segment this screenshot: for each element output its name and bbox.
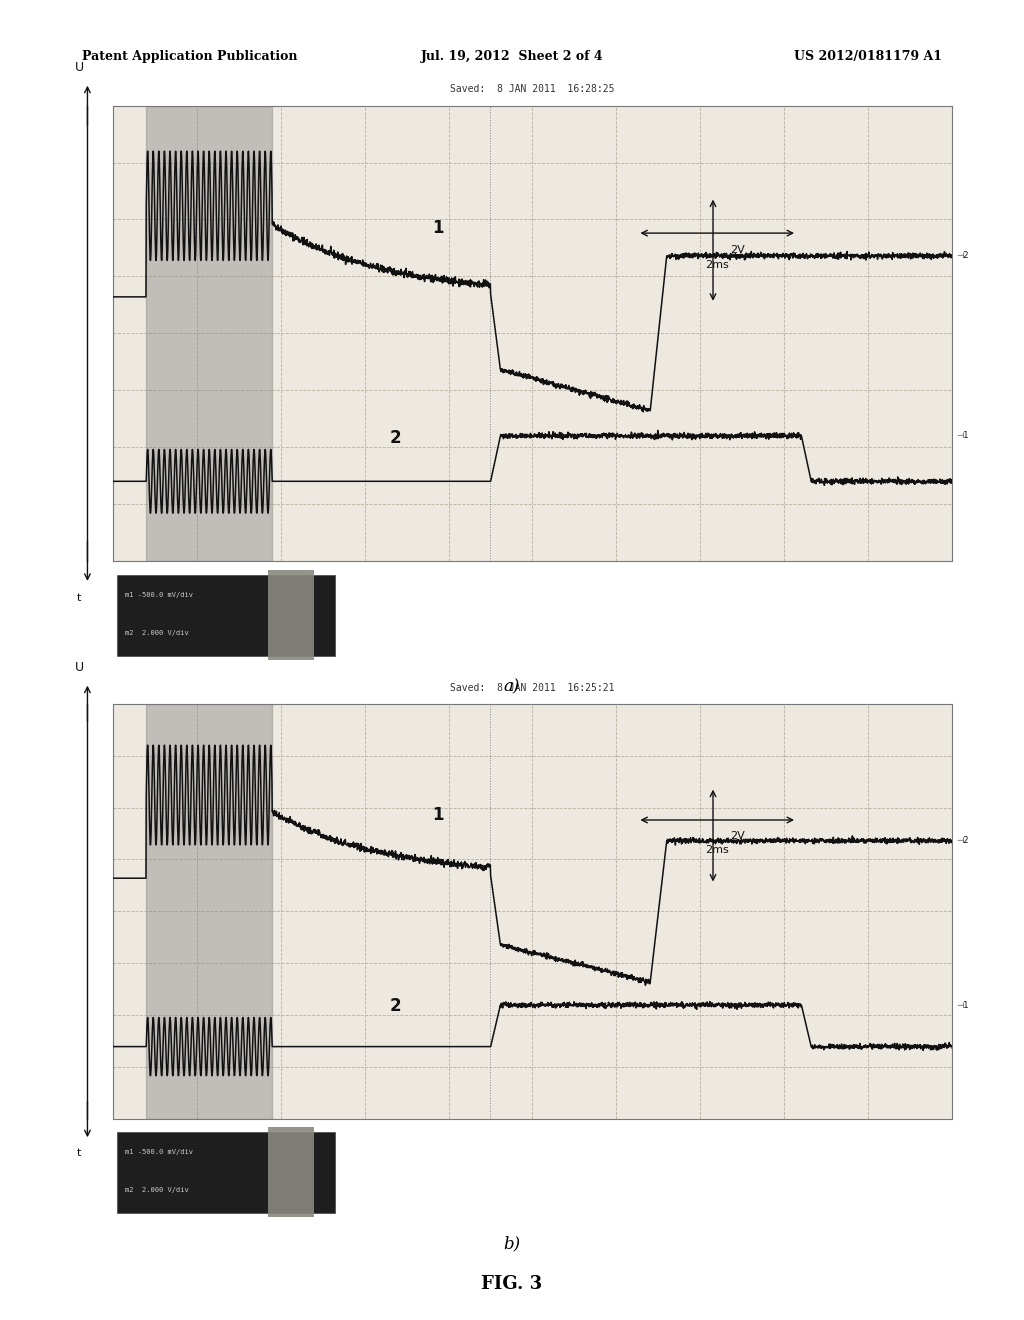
- Text: 2ms: 2ms: [706, 845, 729, 855]
- Text: US 2012/0181179 A1: US 2012/0181179 A1: [794, 50, 942, 63]
- Text: 2V: 2V: [730, 830, 744, 841]
- Text: a): a): [504, 678, 520, 696]
- Bar: [146, 704, 272, 1119]
- Text: m2  2.000 V/div: m2 2.000 V/div: [125, 630, 189, 636]
- Text: Saved:  8 JAN 2011  16:28:25: Saved: 8 JAN 2011 16:28:25: [451, 84, 614, 94]
- Text: ⊣1: ⊣1: [956, 1001, 969, 1010]
- Text: ⊣1: ⊣1: [956, 432, 969, 441]
- Text: 2ms: 2ms: [706, 260, 729, 271]
- FancyBboxPatch shape: [268, 1127, 314, 1217]
- Text: 1: 1: [432, 219, 443, 238]
- Text: U: U: [75, 61, 84, 74]
- Text: Saved:  8 JAN 2011  16:25:21: Saved: 8 JAN 2011 16:25:21: [451, 684, 614, 693]
- Text: m2  2.000 V/div: m2 2.000 V/div: [125, 1187, 189, 1193]
- Text: 1: 1: [432, 807, 443, 824]
- Text: m1 -500.0 mV/div: m1 -500.0 mV/div: [125, 1150, 194, 1155]
- Text: Jul. 19, 2012  Sheet 2 of 4: Jul. 19, 2012 Sheet 2 of 4: [421, 50, 603, 63]
- Text: t: t: [77, 593, 81, 603]
- Text: FIG. 3: FIG. 3: [481, 1275, 543, 1294]
- Text: Patent Application Publication: Patent Application Publication: [82, 50, 297, 63]
- Text: ⊣2: ⊣2: [956, 837, 969, 845]
- FancyBboxPatch shape: [268, 570, 314, 660]
- Text: m1 -500.0 mV/div: m1 -500.0 mV/div: [125, 593, 194, 598]
- Text: t: t: [77, 1148, 81, 1159]
- Text: ⊣2: ⊣2: [956, 251, 969, 260]
- Text: 2: 2: [390, 997, 401, 1015]
- Text: b): b): [504, 1236, 520, 1253]
- Bar: [146, 106, 272, 561]
- Text: 2: 2: [390, 429, 401, 446]
- Text: U: U: [75, 661, 84, 675]
- FancyBboxPatch shape: [117, 1131, 335, 1213]
- Text: 2V: 2V: [730, 246, 744, 255]
- FancyBboxPatch shape: [117, 574, 335, 656]
